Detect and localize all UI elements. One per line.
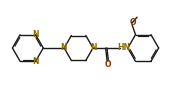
Text: N: N bbox=[60, 44, 67, 53]
Text: N: N bbox=[32, 57, 39, 66]
Text: O: O bbox=[105, 60, 111, 69]
Text: N: N bbox=[32, 30, 39, 39]
Text: N: N bbox=[90, 44, 97, 53]
Text: HN: HN bbox=[118, 43, 131, 52]
Text: O: O bbox=[129, 18, 136, 27]
